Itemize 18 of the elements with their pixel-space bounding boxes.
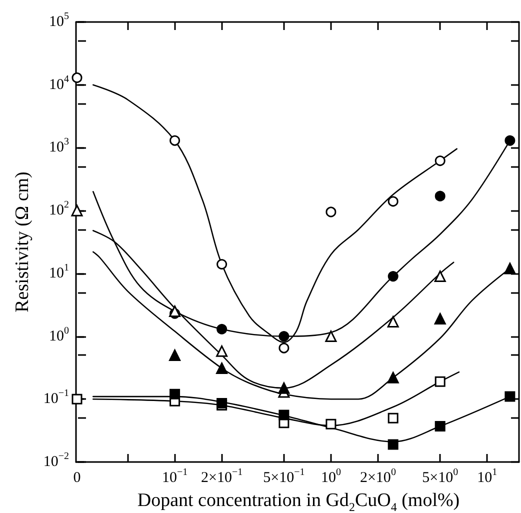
y-axis-title: Resistivity (Ω cm) bbox=[12, 172, 32, 312]
y-tick-label: 10$^{2}$ bbox=[49, 200, 69, 219]
x-axis-title: Dopant concentration in Gd$_{2}$CuO$_{4}$ (mol%) bbox=[137, 490, 460, 513]
y-tick-label: 10$^{−2}$ bbox=[43, 451, 69, 470]
y-tick-label: 10$^{4}$ bbox=[49, 74, 69, 93]
y-tick-label: 10$^{0}$ bbox=[49, 325, 69, 344]
y-tick-label: 10$^{5}$ bbox=[49, 11, 69, 30]
y-tick-label: 10$^{3}$ bbox=[49, 136, 69, 156]
x-tick-label: 10$^{−1}$ bbox=[162, 467, 188, 486]
x-tick-label: 5×10$^{0}$ bbox=[422, 467, 458, 486]
x-tick-label: 2×10$^{−1}$ bbox=[200, 467, 243, 486]
x-tick-label: 10$^{1}$ bbox=[477, 467, 498, 486]
x-tick-label: 0 bbox=[73, 470, 81, 486]
x-tick-label: 10$^{0}$ bbox=[320, 467, 341, 486]
x-tick-label: 5×10$^{−1}$ bbox=[263, 467, 305, 486]
x-tick-label: 2×10$^{0}$ bbox=[360, 467, 396, 486]
y-tick-label: 10$^{−1}$ bbox=[43, 388, 69, 408]
y-tick-label: 10$^{1}$ bbox=[49, 262, 69, 282]
